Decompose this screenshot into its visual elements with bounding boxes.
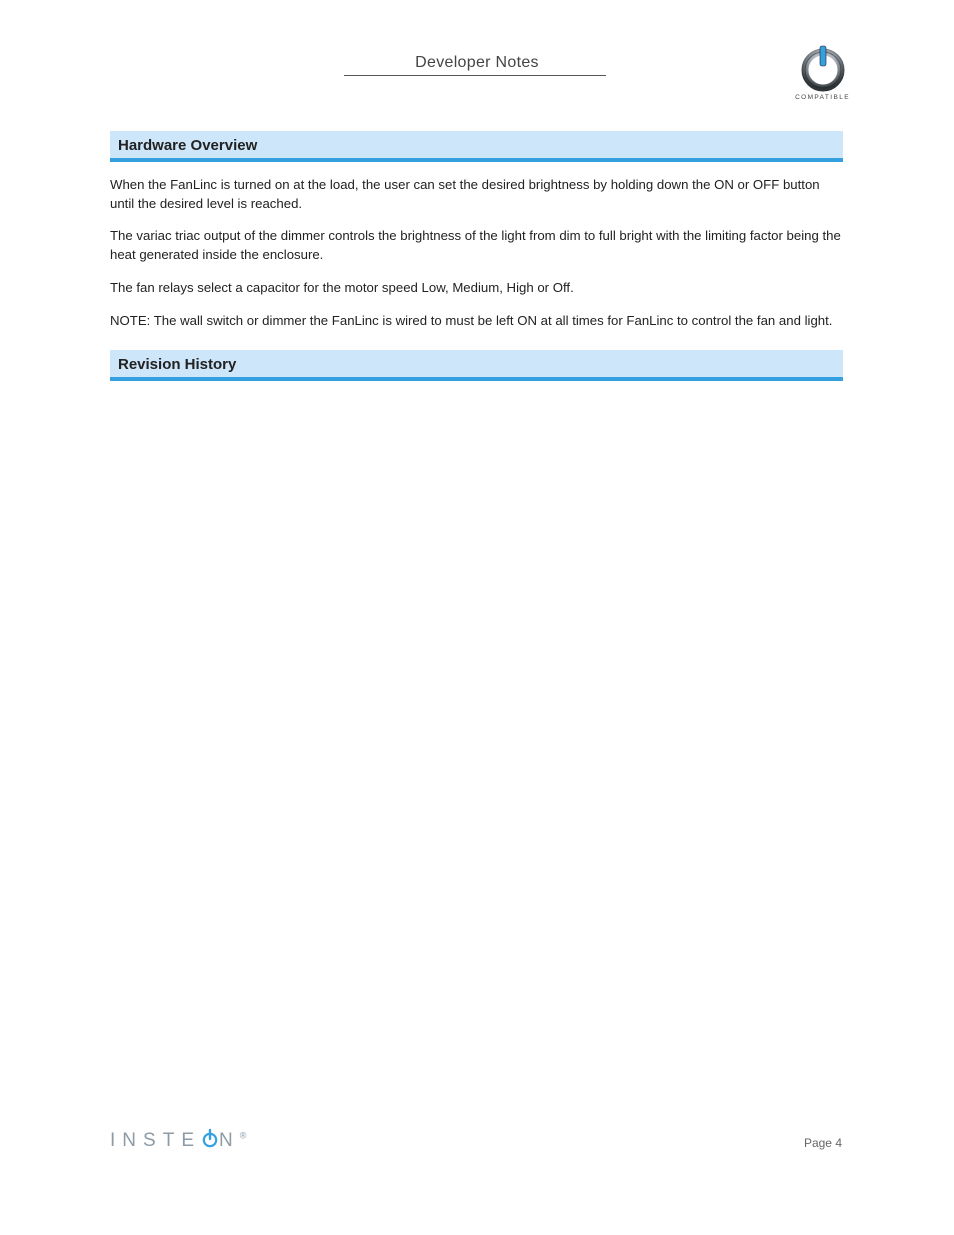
section-heading-revision-history: Revision History bbox=[110, 350, 843, 381]
paragraph: The fan relays select a capacitor for th… bbox=[110, 279, 843, 298]
footer-logo-text: INSTEN® bbox=[110, 1130, 246, 1151]
footer-insteon-logo: INSTEN® bbox=[110, 1128, 246, 1150]
body-content: When the FanLinc is turned on at the loa… bbox=[110, 176, 843, 344]
page-root: Developer Notes COMPATIBLE Hardware Over… bbox=[0, 0, 954, 1235]
paragraph: The variac triac output of the dimmer co… bbox=[110, 227, 843, 264]
compatible-label: COMPATIBLE bbox=[795, 94, 850, 101]
registered-mark: ® bbox=[240, 1131, 247, 1141]
paragraph: When the FanLinc is turned on at the loa… bbox=[110, 176, 843, 213]
page-number: Page 4 bbox=[804, 1136, 842, 1150]
insteon-compatible-logo: COMPATIBLE bbox=[795, 44, 850, 101]
power-o-icon bbox=[201, 1128, 219, 1152]
power-icon bbox=[799, 44, 847, 92]
title-underline bbox=[344, 75, 606, 76]
paragraph: NOTE: The wall switch or dimmer the FanL… bbox=[110, 312, 843, 331]
section-heading-hardware-overview: Hardware Overview bbox=[110, 131, 843, 162]
